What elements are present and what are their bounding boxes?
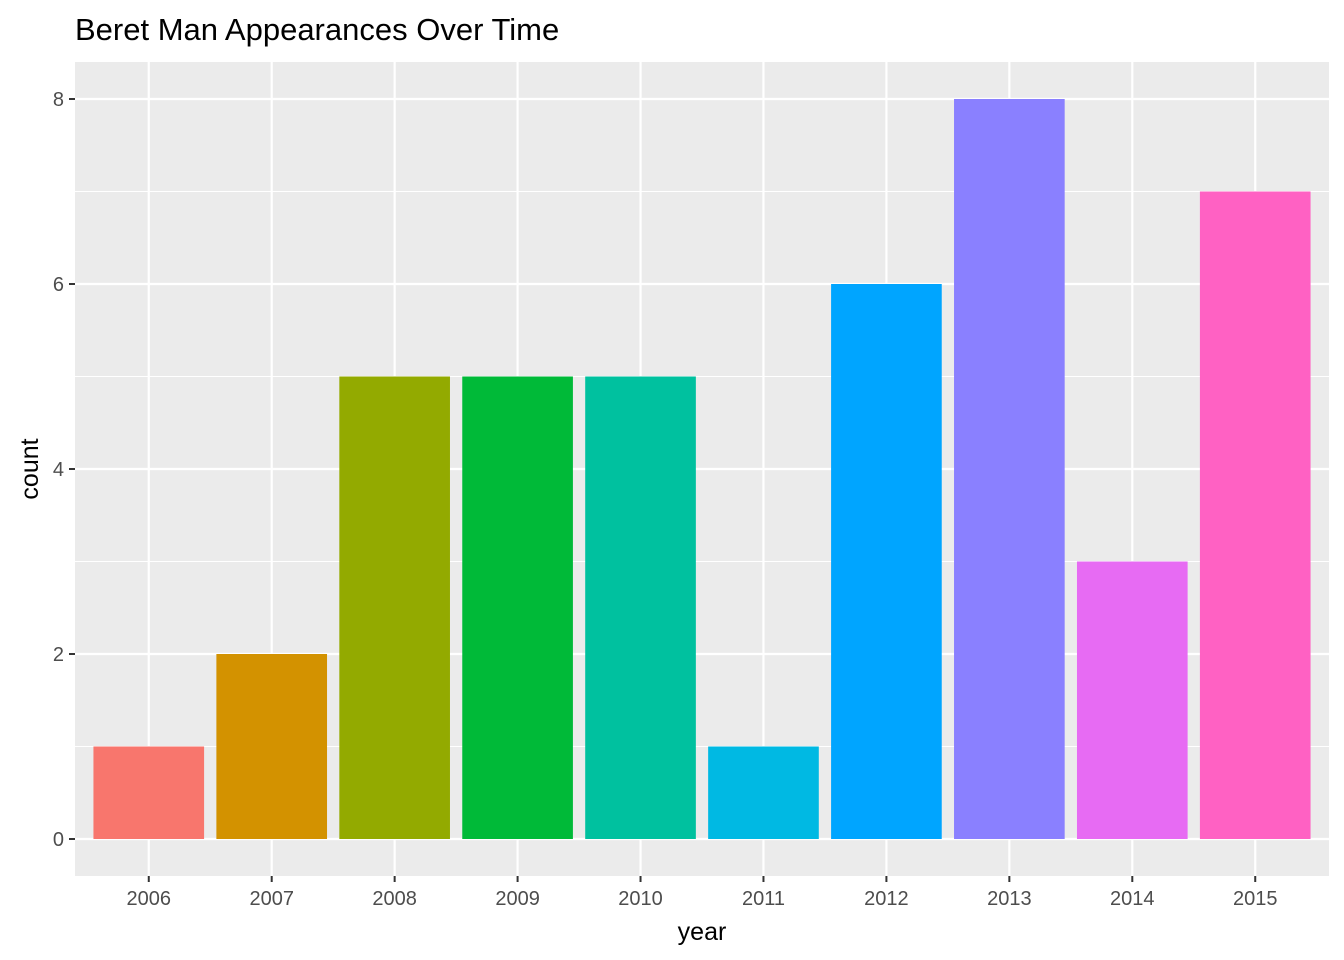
x-tick-label: 2013 — [987, 888, 1032, 910]
x-tick-label: 2015 — [1233, 888, 1278, 910]
y-tick-label: 6 — [53, 274, 64, 296]
x-axis-title: year — [678, 918, 727, 946]
x-tick-label: 2014 — [1110, 888, 1155, 910]
y-tick-label: 0 — [53, 829, 64, 851]
bar-2010 — [585, 376, 696, 839]
bar-2009 — [462, 376, 573, 839]
chart-title: Beret Man Appearances Over Time — [75, 12, 559, 47]
bar-2013 — [954, 99, 1065, 839]
bar-2014 — [1076, 561, 1188, 839]
x-axis-ticks: 2006 2007 2008 2009 2010 2011 2012 2013 2014 2015 — [127, 876, 1278, 910]
y-tick-label: 4 — [53, 459, 64, 481]
bar-2006 — [93, 746, 205, 839]
y-axis-title: count — [16, 438, 44, 499]
x-tick-label: 2011 — [742, 888, 785, 910]
x-tick-label: 2008 — [372, 888, 417, 910]
bar-2008 — [339, 376, 450, 839]
bars — [93, 99, 1311, 839]
x-tick-label: 2007 — [249, 888, 294, 910]
y-tick-label: 2 — [53, 644, 64, 666]
x-tick-label: 2010 — [618, 888, 663, 910]
bar-2015 — [1199, 191, 1311, 839]
x-tick-label: 2006 — [127, 888, 172, 910]
x-tick-label: 2009 — [495, 888, 540, 910]
y-tick-label: 8 — [53, 89, 64, 111]
bar-2007 — [216, 654, 328, 839]
bar-2011 — [708, 746, 819, 839]
x-tick-label: 2012 — [864, 888, 909, 910]
bar-2012 — [831, 284, 942, 839]
y-axis-ticks: 0 2 4 6 8 — [53, 89, 75, 851]
